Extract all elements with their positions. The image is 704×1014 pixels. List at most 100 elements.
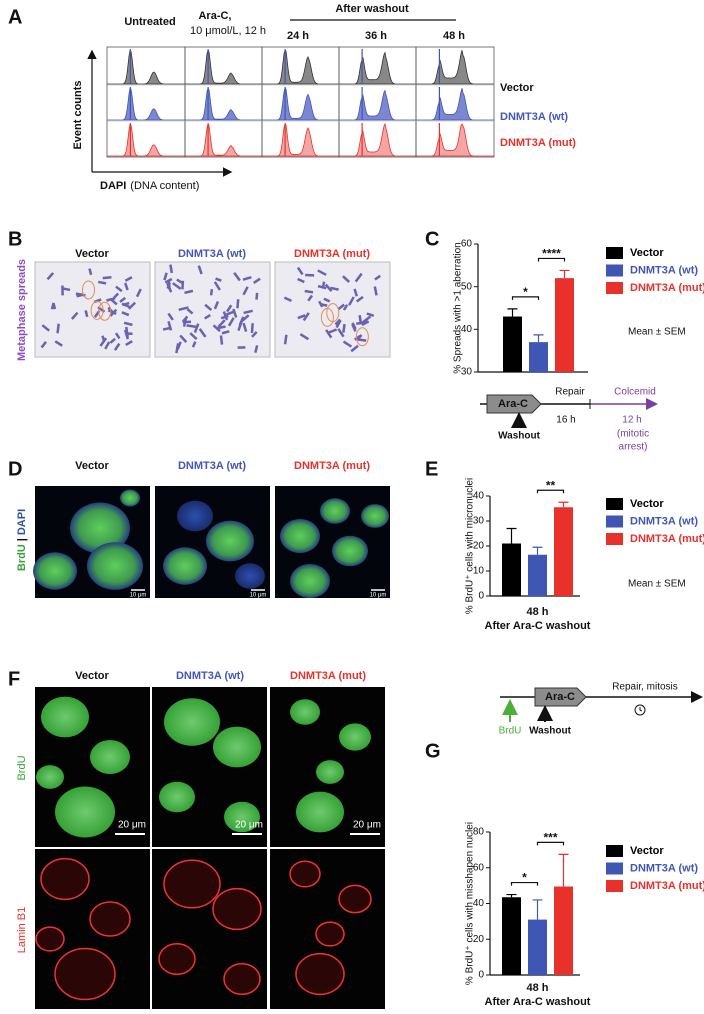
clock-icon: [634, 704, 646, 716]
note: Mean ± SEM: [628, 579, 686, 590]
chromosome: [221, 330, 230, 335]
nucleus: [213, 726, 261, 768]
panel-letter: E: [425, 458, 438, 480]
chromosome: [307, 294, 314, 302]
chromosome: [191, 341, 197, 348]
chromosome: [337, 303, 345, 311]
nucleus: [35, 926, 65, 952]
error-bar: [532, 899, 543, 920]
legend-swatch: [606, 282, 623, 294]
chromosome: [56, 323, 60, 334]
chromosome: [193, 323, 200, 333]
chromosome: [361, 320, 370, 327]
chromosome: [181, 315, 189, 323]
washout-label: Washout: [498, 431, 541, 442]
chromosome: [127, 301, 137, 310]
histogram: [339, 122, 416, 157]
nucleus: [361, 504, 389, 528]
chromosome: [163, 272, 168, 281]
chromosome: [189, 332, 198, 341]
chromosome: [320, 303, 328, 307]
chromosome: [304, 289, 314, 294]
legend-swatch: [606, 498, 623, 510]
histogram: [107, 123, 185, 157]
chromosome: [350, 344, 359, 353]
washout-label: After washout: [335, 3, 409, 15]
nucleus: [36, 765, 64, 789]
chromosome: [243, 309, 253, 315]
note: Mean ± SEM: [628, 327, 686, 338]
aberration-circle: [98, 301, 112, 321]
scale-label: 20 μm: [353, 820, 381, 831]
chromosome: [197, 265, 203, 275]
chromosome: [115, 285, 123, 293]
chromosome: [253, 277, 261, 284]
chromosome: [342, 275, 351, 283]
bar: [528, 919, 547, 975]
chromosome: [70, 311, 79, 320]
chromosome: [109, 337, 116, 344]
chromosome: [217, 319, 226, 328]
column-label: DNMT3A (wt): [176, 670, 244, 682]
significance-label: ***: [543, 831, 557, 845]
nucleus: [206, 520, 254, 562]
chromosome: [164, 277, 173, 284]
legend-label: Vector: [630, 498, 664, 510]
chromosome: [162, 326, 172, 331]
legend-label: DNMT3A (wt): [630, 515, 698, 527]
chromosome: [236, 299, 240, 309]
nucleus: [70, 502, 130, 554]
error-bar: [506, 893, 517, 898]
histogram-frame: [261, 46, 340, 158]
chromosome: [88, 268, 93, 276]
column-label: DNMT3A (wt): [178, 248, 246, 260]
y-tick-label: 10: [473, 566, 485, 577]
chromosome: [305, 273, 315, 277]
chromosome: [242, 275, 252, 281]
axis-label: Event counts: [72, 80, 84, 149]
chromosome: [325, 329, 333, 339]
nucleus: [235, 563, 265, 589]
significance-bracket: [510, 881, 539, 886]
x-axis-label: After Ara-C washout: [485, 620, 591, 632]
stain-label: DAPI: [16, 509, 28, 535]
nucleus: [338, 884, 372, 914]
clock-icon: [639, 707, 643, 712]
chromosome: [358, 315, 363, 324]
drug-box: [534, 687, 587, 707]
chromosome: [297, 277, 305, 284]
y-tick-label: 40: [473, 898, 485, 909]
chromosome: [353, 335, 361, 341]
nucleus: [158, 942, 196, 976]
nucleus: [296, 791, 344, 833]
nucleus: [87, 542, 143, 590]
chromosome: [348, 296, 355, 306]
row-label: DNMT3A (mut): [500, 137, 576, 149]
histogram: [416, 88, 494, 121]
legend-label: DNMT3A (wt): [630, 862, 698, 874]
axis-label-unit: (DNA content): [130, 180, 199, 192]
chromosome: [186, 324, 197, 329]
aberration-circle: [82, 280, 96, 300]
chromosome: [283, 334, 288, 345]
nucleus: [316, 760, 344, 784]
chromosome: [242, 322, 248, 333]
legend-label: Vector: [630, 845, 664, 857]
y-tick-label: 40: [473, 491, 485, 502]
chromosome: [328, 328, 338, 334]
y-tick-label: 50: [461, 281, 473, 292]
x-tick-label: 48 h: [526, 982, 548, 994]
row-label: DNMT3A (wt): [500, 111, 568, 123]
stain-label: BrdU: [16, 544, 28, 571]
column-label: DNMT3A (mut): [290, 670, 366, 682]
nucleus: [163, 859, 221, 909]
chromosome: [102, 276, 112, 280]
chromosome: [302, 312, 310, 322]
nucleus: [339, 723, 371, 751]
chromosome: [222, 311, 229, 321]
nucleus: [212, 887, 262, 931]
legend-label: DNMT3A (wt): [630, 264, 698, 276]
metaphase-image: [34, 261, 151, 358]
step-label: Repair, mitosis: [612, 682, 678, 693]
aberration-circle: [90, 300, 104, 320]
